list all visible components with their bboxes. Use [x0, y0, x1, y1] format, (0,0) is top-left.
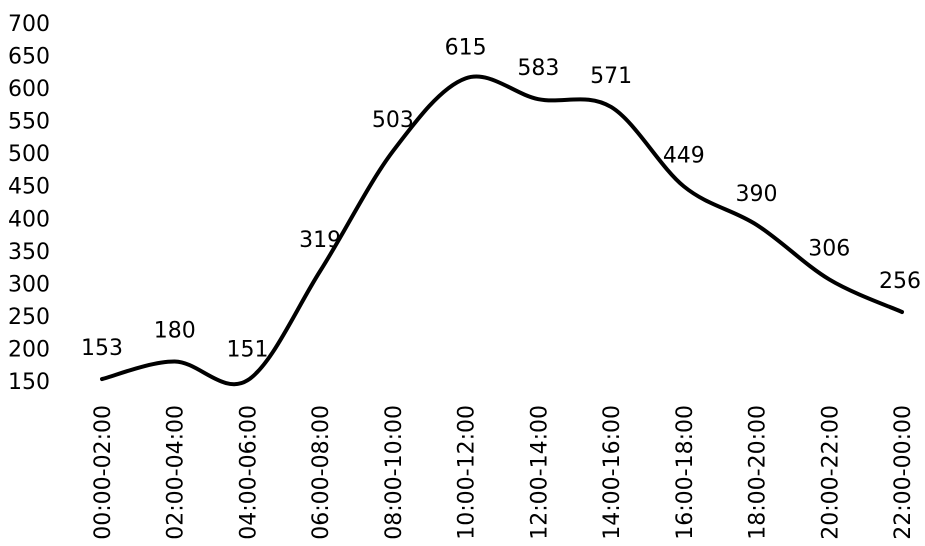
- y-tick-label: 550: [8, 110, 50, 135]
- x-tick-label: 10:00-12:00: [455, 405, 480, 540]
- data-label: 390: [736, 182, 778, 207]
- data-label: 151: [226, 337, 268, 362]
- data-label: 153: [81, 336, 123, 361]
- y-tick-label: 450: [8, 175, 50, 200]
- data-label: 615: [445, 35, 487, 60]
- y-tick-label: 350: [8, 240, 50, 265]
- y-tick-label: 200: [8, 337, 50, 362]
- y-tick-label: 400: [8, 207, 50, 232]
- x-tick-label: 14:00-16:00: [600, 405, 625, 540]
- y-tick-label: 500: [8, 142, 50, 167]
- y-tick-label: 250: [8, 305, 50, 330]
- data-label: 180: [154, 318, 196, 343]
- x-tick-label: 06:00-08:00: [309, 405, 334, 540]
- data-labels: 153 180 151 319 503 615 583 571 449 390 306 256: [81, 35, 921, 362]
- x-tick-label: 12:00-14:00: [527, 405, 552, 540]
- x-tick-label: 02:00-04:00: [164, 405, 189, 540]
- x-tick-label: 18:00-20:00: [746, 405, 771, 540]
- y-tick-label: 300: [8, 272, 50, 297]
- x-tick-label: 04:00-06:00: [236, 405, 261, 540]
- data-label: 571: [590, 64, 632, 89]
- x-tick-label: 16:00-18:00: [673, 405, 698, 540]
- x-tick-label: 22:00-00:00: [891, 405, 916, 540]
- y-axis-ticks: 150 200 250 300 350 400 450 500 550 600 650 700: [8, 12, 50, 395]
- x-axis-ticks: 00:00-02:00 02:00-04:00 04:00-06:00 06:00-0…: [91, 405, 916, 540]
- y-tick-label: 650: [8, 45, 50, 70]
- y-tick-label: 600: [8, 77, 50, 102]
- data-label: 503: [372, 108, 414, 133]
- series-line: [100, 74, 904, 387]
- data-label: 583: [517, 56, 559, 81]
- y-tick-label: 150: [8, 370, 50, 395]
- x-tick-label: 20:00-22:00: [818, 405, 843, 540]
- x-tick-label: 00:00-02:00: [91, 405, 116, 540]
- data-label: 306: [808, 236, 850, 261]
- data-label: 256: [879, 269, 921, 294]
- y-tick-label: 700: [8, 12, 50, 37]
- data-label: 449: [663, 143, 705, 168]
- data-label: 319: [299, 228, 341, 253]
- x-tick-label: 08:00-10:00: [382, 405, 407, 540]
